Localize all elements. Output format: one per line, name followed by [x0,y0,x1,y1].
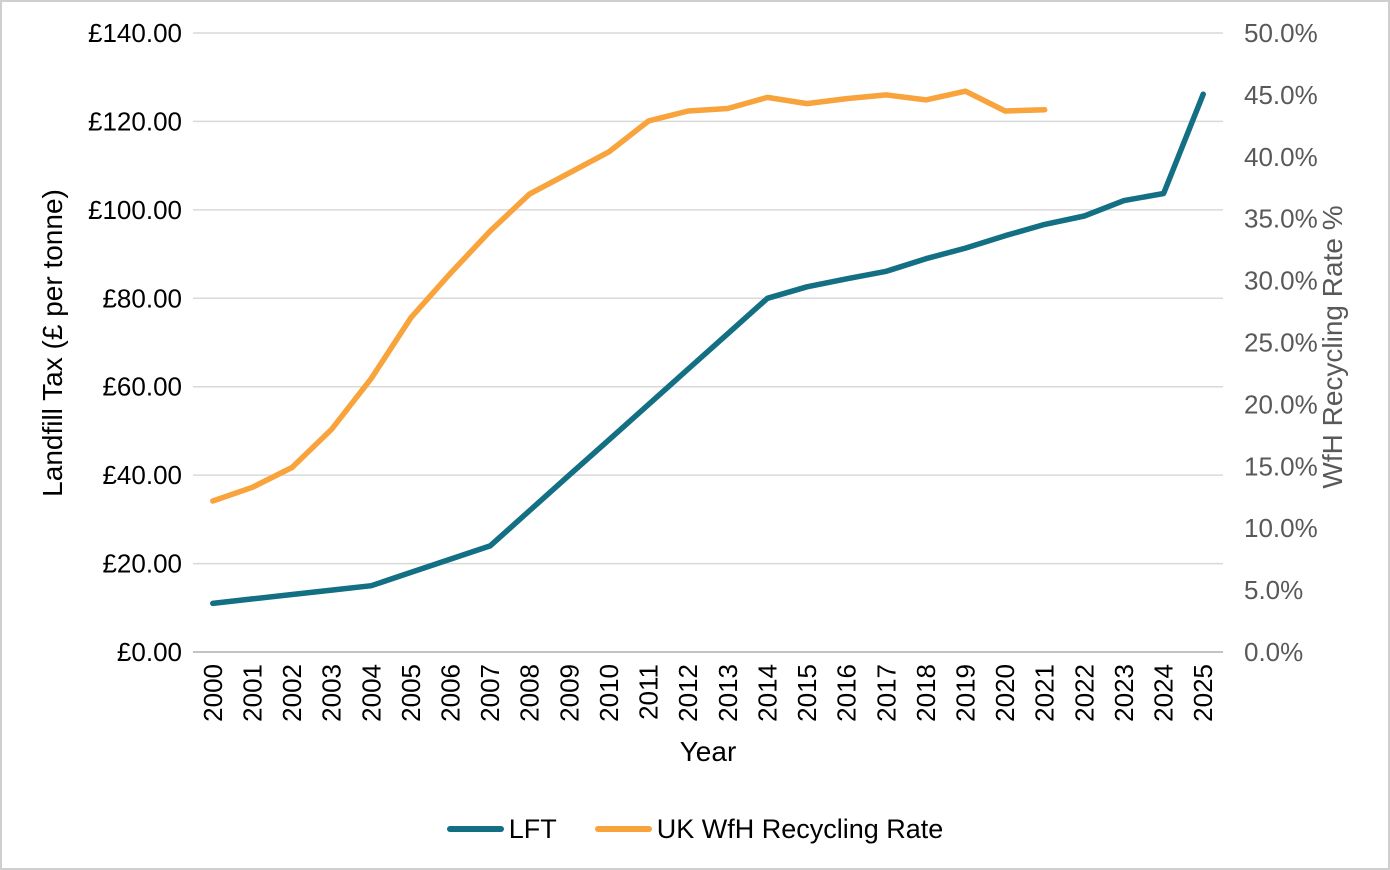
chart-legend: LFT UK WfH Recycling Rate [2,815,1388,843]
legend-item-lft: LFT [446,814,557,844]
x-tick-label: 2012 [673,664,703,722]
x-tick-label: 2002 [277,664,307,722]
x-tick-label: 2025 [1188,664,1218,722]
y-right-tick-label: 0.0% [1244,637,1303,667]
y-left-tick-label: £60.00 [102,372,182,402]
legend-label-wfh-recycling-rate: UK WfH Recycling Rate [656,814,944,844]
y-left-tick-label: £120.00 [88,106,182,136]
legend-item-wfh-recycling-rate: UK WfH Recycling Rate [594,814,944,844]
lft-line-series [210,91,1206,607]
x-tick-label: 2004 [356,664,386,722]
x-tick-label: 2022 [1069,664,1099,722]
y-left-tick-label: £40.00 [102,460,182,490]
x-tick-label: 2005 [396,664,426,722]
y-right-tick-label: 50.0% [1244,18,1318,48]
left-axis-title: Landfill Tax (£ per tonne) [37,189,68,497]
y-right-tick-label: 5.0% [1244,575,1303,605]
lft-line-swatch [446,826,504,832]
x-tick-label: 2017 [871,664,901,722]
x-tick-label: 2015 [792,664,822,722]
y-left-tick-label: £140.00 [88,18,182,48]
x-tick-label: 2010 [594,664,624,722]
y-right-tick-label: 15.0% [1244,451,1318,481]
x-tick-label: 2018 [911,664,941,722]
y-left-tick-label: £80.00 [102,283,182,313]
y-right-tick-label: 35.0% [1244,204,1318,234]
legend-label-lft: LFT [508,814,557,844]
x-tick-label: 2023 [1109,664,1139,722]
x-tick-label: 2008 [515,664,545,722]
x-tick-label: 2009 [554,664,584,722]
x-tick-label: 2001 [237,664,267,722]
x-tick-label: 2013 [713,664,743,722]
x-tick-label: 2021 [1030,664,1060,722]
y-right-tick-label: 25.0% [1244,328,1318,358]
x-tick-label: 2003 [317,664,347,722]
x-tick-label: 2007 [475,664,505,722]
x-tick-label: 2016 [832,664,862,722]
y-left-tick-label: £100.00 [88,195,182,225]
wfh-line-swatch [594,826,652,832]
x-tick-label: 2019 [951,664,981,722]
x-tick-label: 2014 [752,664,782,722]
x-tick-label: 2011 [634,664,664,720]
y-left-tick-label: £20.00 [102,549,182,579]
x-axis-title: Year [680,736,737,767]
x-tick-label: 2024 [1149,664,1179,722]
right-axis-title: WfH Recycling Rate % [1317,205,1348,488]
y-right-tick-label: 40.0% [1244,142,1318,172]
x-tick-label: 2006 [436,664,466,722]
x-tick-label: 2020 [990,664,1020,722]
y-left-tick-label: £0.00 [117,637,182,667]
y-right-tick-label: 45.0% [1244,80,1318,110]
x-tick-label: 2000 [198,664,228,722]
y-right-tick-label: 10.0% [1244,513,1318,543]
wfh-recycling-rate-line-series [210,88,1048,504]
y-right-tick-label: 20.0% [1244,389,1318,419]
y-right-tick-label: 30.0% [1244,266,1318,296]
